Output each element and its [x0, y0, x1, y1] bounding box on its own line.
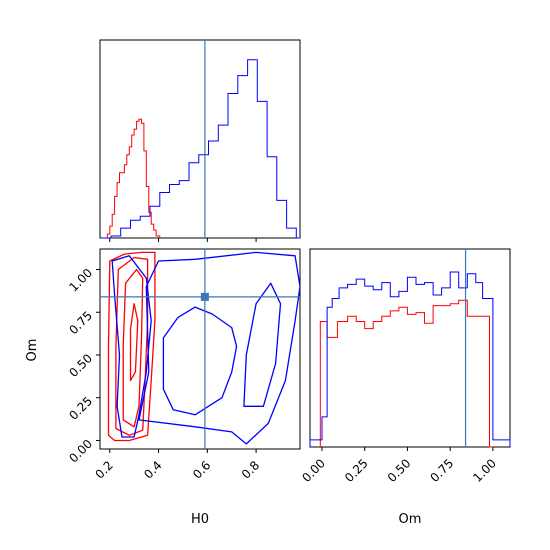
contour-1-level-1 [111, 255, 152, 438]
contour-marks: 0.2 0.4 0.6 0.8 0.00 0.25 0.50 0.75 1.00 [66, 249, 300, 482]
contour-inner [107, 251, 300, 445]
panel-h0-hist-frame [99, 39, 301, 239]
contour-xtick-label-3: 0.8 [239, 458, 262, 481]
om-hist-marks: 0.00 0.25 0.50 0.75 1.00 [299, 249, 511, 485]
panel-contour: 0.2 0.4 0.6 0.8 0.00 0.25 0.50 0.75 1.00 H0 Om [25, 248, 301, 527]
om-xtick-label-1: 0.25 [342, 456, 371, 485]
h0-hist-series-1 [101, 59, 300, 239]
contour-0-level-3 [129, 303, 139, 382]
om-hist-series-0 [319, 299, 493, 448]
contour-0-level-0 [107, 251, 156, 442]
contour-xtick-label-0: 0.2 [92, 458, 115, 481]
contour-truth-marker [200, 292, 209, 301]
contour-xtick-label-1: 0.4 [141, 458, 164, 481]
om-xtick-label-3: 0.75 [427, 456, 456, 485]
h0-hist-series-0 [101, 118, 161, 239]
y-axis-label-om: Om [25, 339, 40, 362]
panel-contour-frame [99, 248, 301, 450]
contour-ytick-label-3: 0.75 [66, 308, 95, 337]
om-xtick-label-4: 1.00 [470, 456, 499, 485]
contour-xtick-label-2: 0.6 [190, 458, 213, 481]
h0-hist-marks [101, 40, 300, 242]
contour-ytick-label-2: 0.50 [66, 351, 95, 380]
om-hist-series-1 [309, 271, 511, 447]
om-xtick-label-0: 0.00 [299, 456, 328, 485]
om-xtick-label-2: 0.50 [385, 456, 414, 485]
contour-1-level-3 [243, 282, 282, 407]
contour-ytick-label-0: 0.00 [66, 437, 95, 466]
contour-0-level-2 [122, 268, 144, 428]
x-axis-label-h0: H0 [191, 512, 209, 527]
contour-1-level-2 [162, 306, 238, 416]
contour-1-level-0 [138, 251, 300, 445]
contour-ytick-label-4: 1.00 [66, 266, 95, 295]
x-axis-label-om: Om [399, 512, 422, 527]
contour-ytick-label-1: 0.25 [66, 394, 95, 423]
panel-om-hist-frame [309, 248, 511, 448]
panel-h0-hist [99, 39, 301, 242]
panel-om-hist: 0.00 0.25 0.50 0.75 1.00 Om [299, 248, 511, 527]
